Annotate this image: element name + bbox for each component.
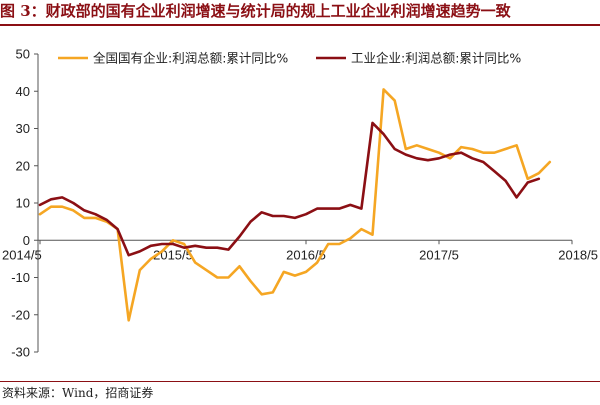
footer-divider [0,381,600,382]
title-divider [0,24,600,26]
legend-label: 工业企业:利润总额:累计同比% [351,51,521,66]
x-tick-label: 2014/5 [2,247,42,262]
x-tick-label: 2016/5 [286,247,326,262]
y-tick-label: 30 [16,121,30,136]
y-tick-label: -20 [11,307,30,322]
source-note: 资料来源：Wind，招商证券 [2,386,154,400]
legend-label: 全国国有企业:利润总额:累计同比% [93,51,288,66]
series-layer [38,88,552,322]
x-tick-label: 2017/5 [419,247,459,262]
y-tick-label: -30 [11,345,30,360]
chart-title: 图 3：财政部的国有企业利润增速与统计局的规上工业企业利润增速趋势一致 [0,2,511,20]
y-tick-label: 20 [16,158,30,173]
y-tick-label: 10 [16,196,30,211]
y-tick-label: 40 [16,84,30,99]
series-line-soe-profit [38,88,552,322]
series-line-industrial-profit [38,121,541,257]
y-tick-label: 0 [23,233,30,248]
y-tick-label: 50 [16,47,30,62]
chart-legend: 全国国有企业:利润总额:累计同比% 工业企业:利润总额:累计同比% [58,51,521,66]
x-tick-label: 2018/5 [558,247,598,262]
y-tick-label: -10 [11,270,30,285]
